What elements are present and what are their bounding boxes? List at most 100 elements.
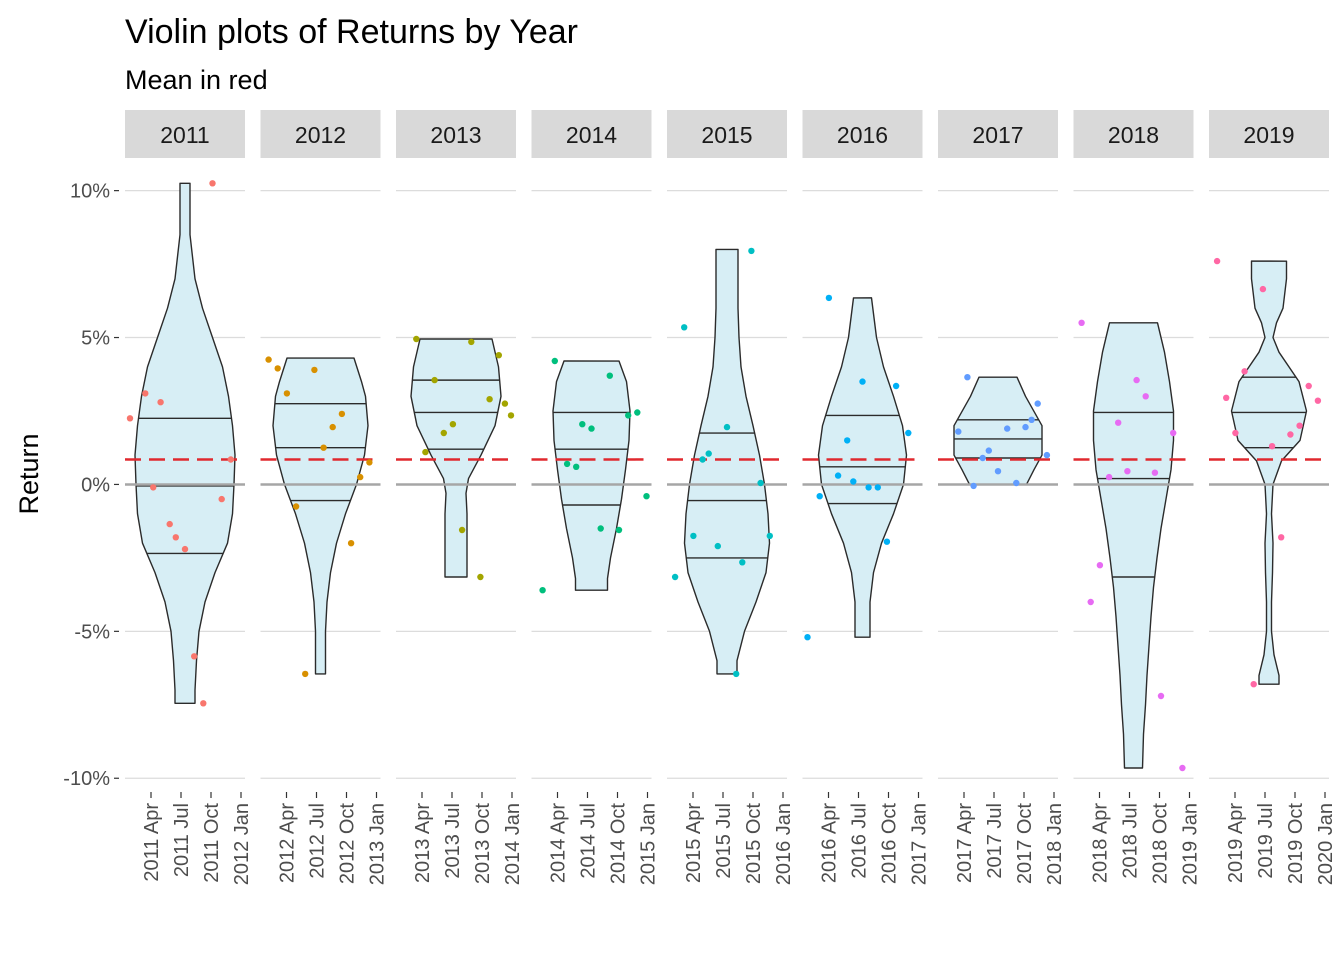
data-point [1133,376,1140,384]
strip-label: 2018 [1108,122,1159,148]
y-tick-label: -10% [63,768,110,790]
data-point [985,447,992,454]
data-point [1096,562,1104,569]
data-point [970,482,977,490]
data-point [1151,469,1159,476]
x-tick-label: 2018 Jul [1120,803,1142,879]
data-point [844,437,851,444]
data-point [495,352,502,359]
data-point [422,448,429,456]
x-tick-label: 2013 Jul [442,803,464,879]
x-tick-label: 2012 Jan [231,803,253,885]
strip-background [125,110,245,158]
x-tick-label: 2014 Oct [608,803,630,885]
strip-background [802,110,923,158]
violin-body [552,360,631,591]
data-point [905,429,912,437]
data-point [265,356,272,363]
facet-panel-2013: 2013 2013 Apr 2013 Jul 2013 Oct 2014 Jan [396,110,524,885]
facet-panel-2019: 2019 2019 Apr 2019 Jul 2019 Oct 2020 Jan [1209,110,1337,885]
data-point [1278,534,1285,541]
strip-label: 2019 [1243,122,1294,148]
facet-panel-2014: 2014 2014 Apr 2014 Jul 2014 Oct 2015 Jan [531,110,660,885]
data-point [883,538,891,545]
x-tick-label: 2011 Apr [141,803,163,882]
x-tick-label: 2017 Jan [909,803,931,885]
x-tick-label: 2015 Apr [683,803,705,883]
x-tick-label: 2015 Oct [743,803,765,885]
violin-body [1230,260,1308,685]
facet-panel-2015: 2015 2015 Apr 2015 Jul 2015 Oct 2016 Jan [667,110,795,885]
x-tick-label: 2011 Jul [171,803,193,877]
data-point [681,324,688,331]
data-point [172,534,179,541]
data-point [1232,429,1239,437]
data-point [1259,285,1267,293]
x-tick-label: 2014 Jul [578,803,600,879]
data-point [329,423,336,431]
chart-subtitle: Mean in red [125,65,268,95]
data-point [955,428,962,435]
strip-label: 2014 [566,122,617,148]
violin-body [1092,322,1175,769]
data-point [501,400,509,407]
facet-panels: 2011 2011 Apr 2011 Jul 2011 Oct 2012 Jan 2012… [125,110,1337,885]
data-point [579,421,586,428]
strip-label: 2015 [701,122,752,148]
data-point [1296,422,1303,429]
strip-label: 2013 [430,122,481,148]
data-point [274,365,281,372]
data-point [302,670,309,678]
data-point [292,503,300,510]
x-tick-label: 2015 Jan [638,803,660,885]
strip-background [260,110,381,158]
x-tick-label: 2013 Jan [367,803,389,885]
data-point [748,247,755,255]
violin-body [410,338,502,578]
x-tick-label: 2017 Oct [1014,803,1036,885]
data-point [191,653,198,660]
data-point [347,540,355,547]
data-point [671,573,679,581]
data-point [816,493,823,500]
data-point [539,587,546,594]
data-point [218,495,225,503]
data-point [1028,416,1035,423]
data-point [1013,479,1020,487]
data-point [739,559,746,566]
data-point [227,456,234,463]
data-point [563,460,571,468]
strip-label: 2011 [160,122,209,148]
y-tick-label: -5% [74,621,110,643]
data-point [357,473,364,481]
y-tick-label: 5% [81,328,110,350]
x-tick-label: 2019 Jul [1255,803,1277,879]
data-point [1241,368,1248,375]
facet-panel-2011: 2011 2011 Apr 2011 Jul 2011 Oct 2012 Jan [125,110,253,885]
data-point [964,374,971,381]
data-point [320,444,327,451]
chart-title: Violin plots of Returns by Year [125,13,578,51]
y-axis: 10% 5% 0% -5% -10% [63,181,119,790]
data-point [723,423,731,431]
y-axis-title: Return [14,433,44,514]
data-point [458,526,466,534]
x-tick-label: 2017 Apr [954,803,976,883]
data-point [166,520,173,528]
data-point [142,390,149,397]
x-tick-label: 2016 Apr [819,803,841,883]
data-point [1142,393,1149,400]
strip-background [1073,110,1194,158]
x-tick-label: 2017 Jul [984,803,1006,879]
x-tick-label: 2014 Jan [502,803,524,885]
x-tick-label: 2018 Apr [1090,803,1112,883]
x-tick-label: 2019 Jan [1180,803,1202,885]
data-point [597,525,604,532]
x-tick-label: 2016 Jul [849,803,871,879]
x-tick-label: 2012 Apr [277,803,299,883]
x-tick-label: 2016 Jan [773,803,795,885]
data-point [865,484,872,491]
data-point [1179,764,1186,772]
y-tick-label: 0% [81,474,110,496]
violin-body [817,297,908,638]
